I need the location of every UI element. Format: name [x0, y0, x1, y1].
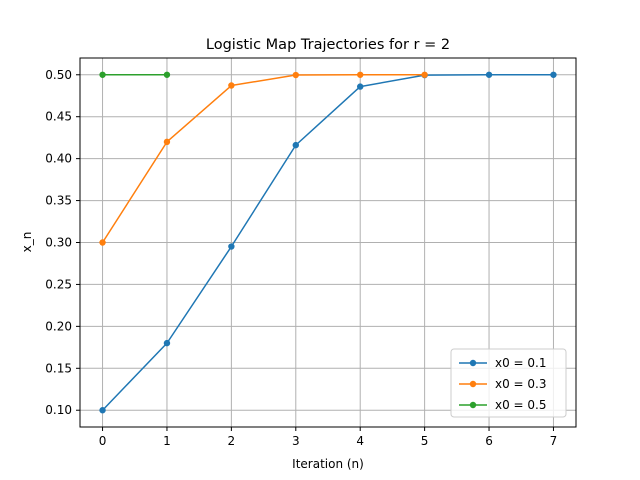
y-tick-label: 0.40 [45, 152, 72, 166]
data-point [99, 239, 106, 246]
x-tick-label: 1 [163, 434, 171, 448]
series-layer [99, 71, 557, 414]
data-point [99, 71, 106, 78]
y-tick-label: 0.15 [45, 361, 72, 375]
x-tick-label: 3 [292, 434, 300, 448]
x-tick-label: 6 [485, 434, 493, 448]
legend-swatch-marker [469, 401, 477, 409]
x-tick-label: 7 [550, 434, 558, 448]
y-tick-label: 0.30 [45, 236, 72, 250]
legend: x0 = 0.1 x0 = 0.3 x0 = 0.5 [450, 348, 567, 418]
data-point [357, 71, 364, 78]
y-tick-label: 0.10 [45, 403, 72, 417]
legend-swatch-marker [469, 380, 477, 388]
legend-swatch-marker [469, 359, 477, 367]
series-2 [99, 71, 428, 246]
legend-label: x0 = 0.5 [495, 398, 547, 412]
data-point [163, 71, 171, 78]
data-point [550, 71, 557, 78]
data-point [292, 141, 299, 149]
x-axis-label: Iteration (n) [292, 457, 364, 471]
axis-ticks: 0 1 2 3 4 5 6 7 0.10 0.15 0.20 0.25 0.30 0.35 0.40 0.45… [45, 68, 557, 448]
data-point [228, 82, 235, 89]
x-tick-label: 2 [228, 434, 236, 448]
y-tick-label: 0.20 [45, 319, 72, 333]
legend-label: x0 = 0.3 [495, 377, 547, 391]
y-tick-label: 0.25 [45, 277, 72, 291]
legend-item: x0 = 0.5 [459, 398, 547, 412]
data-point [228, 243, 235, 250]
legend-label: x0 = 0.1 [495, 356, 547, 370]
legend-box [450, 348, 567, 418]
data-point [99, 407, 106, 414]
data-point [421, 71, 428, 78]
x-tick-label: 0 [99, 434, 107, 448]
x-tick-label: 5 [421, 434, 429, 448]
chart-title: Logistic Map Trajectories for r = 2 [206, 37, 450, 53]
legend-item: x0 = 0.1 [459, 356, 547, 370]
data-point [292, 71, 299, 79]
series-line [102, 74, 554, 411]
y-axis-label: x_n [20, 232, 34, 253]
data-point [357, 83, 364, 90]
series-line [101, 74, 425, 243]
data-point [485, 71, 493, 78]
data-point [163, 138, 171, 146]
y-tick-label: 0.45 [45, 110, 72, 124]
y-tick-label: 0.50 [45, 68, 72, 82]
legend-item: x0 = 0.3 [459, 377, 547, 391]
x-tick-label: 4 [356, 434, 364, 448]
y-tick-label: 0.35 [45, 194, 72, 208]
data-point [163, 339, 171, 347]
series-3 [99, 71, 171, 78]
